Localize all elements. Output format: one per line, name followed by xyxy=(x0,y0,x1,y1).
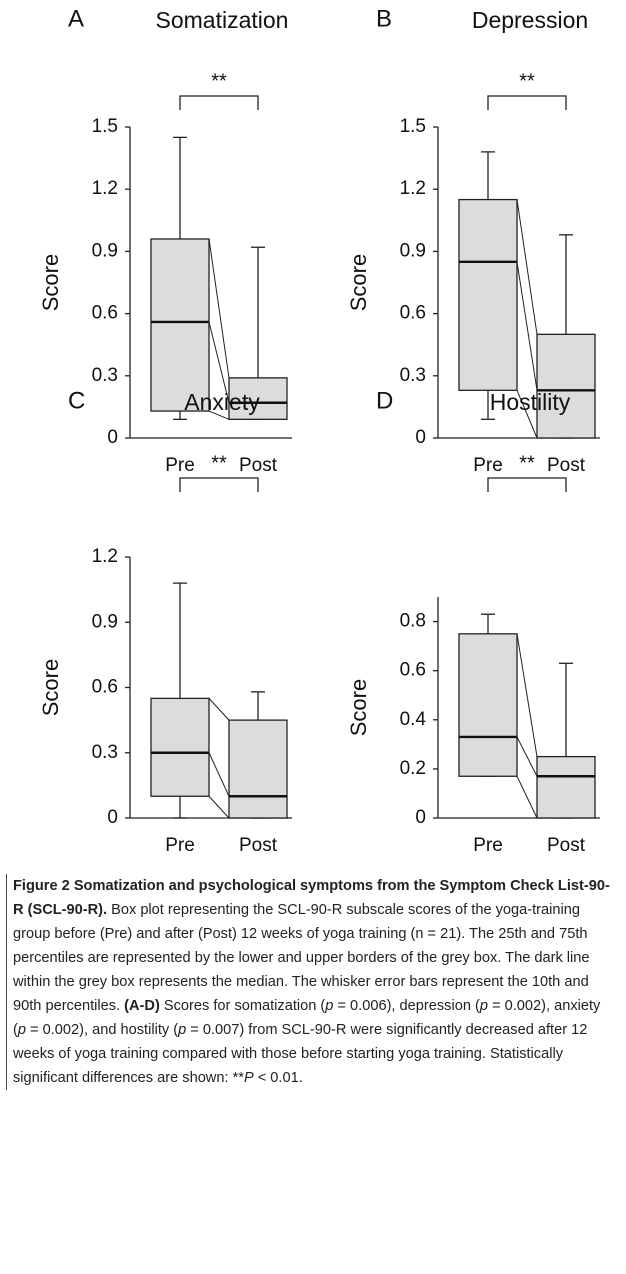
connector xyxy=(208,321,230,403)
x-tick-label: Post xyxy=(547,835,586,856)
connector xyxy=(208,410,230,420)
bracket xyxy=(487,477,567,492)
connector xyxy=(516,776,538,819)
caption-text: P xyxy=(243,1070,254,1086)
connector xyxy=(516,261,538,391)
caption-title: Figure 2 Somatization and psychological … xyxy=(13,878,610,918)
bracket xyxy=(179,95,259,110)
y-tick-label: 1.2 xyxy=(92,178,118,199)
y-tick-label: 0 xyxy=(415,427,426,448)
y-tick-label: 0.6 xyxy=(400,660,426,681)
bracket xyxy=(179,477,259,492)
significance: ** xyxy=(211,452,227,474)
caption-text: < 0.01. xyxy=(253,1070,303,1086)
y-tick-label: 0 xyxy=(415,807,426,828)
x-tick-label: Post xyxy=(239,455,278,476)
connector xyxy=(208,752,230,797)
chart-title: Anxiety xyxy=(184,389,260,415)
box xyxy=(458,633,518,777)
y-tick-label: 0.6 xyxy=(92,303,118,324)
caption-text: Box plot representing the SCL-90-R subsc… xyxy=(13,902,590,1014)
panel-label: A xyxy=(68,5,84,32)
y-tick-label: 0.8 xyxy=(400,611,426,632)
connector xyxy=(516,199,538,335)
box xyxy=(150,697,210,797)
x-tick-label: Post xyxy=(239,835,278,856)
significance: ** xyxy=(211,70,227,92)
caption-text: Scores for somatization ( xyxy=(159,998,326,1014)
y-axis-label: Score xyxy=(38,659,63,716)
box xyxy=(150,238,210,412)
box xyxy=(228,377,288,420)
y-tick-label: 1.5 xyxy=(92,116,118,137)
y-tick-label: 0.9 xyxy=(92,611,118,632)
connector xyxy=(516,736,538,777)
figure: A Somatization Score 0 0.3 0.6 0.9 1.2 1.5 Pre Pos… xyxy=(38,5,600,856)
y-axis-label: Score xyxy=(346,254,371,311)
x-tick-label: Pre xyxy=(473,835,503,856)
connector xyxy=(516,633,538,757)
chart-title: Depression xyxy=(472,7,588,33)
significance: ** xyxy=(519,452,535,474)
x-tick-label: Post xyxy=(547,455,586,476)
y-tick-label: 0.9 xyxy=(92,240,118,261)
x-tick-label: Pre xyxy=(165,455,195,476)
y-tick-label: 0.3 xyxy=(400,365,426,386)
y-tick-label: 0.6 xyxy=(400,303,426,324)
caption: Figure 2 Somatization and psychological … xyxy=(6,874,611,1090)
y-tick-label: 0 xyxy=(107,427,118,448)
x-tick-label: Pre xyxy=(473,455,503,476)
y-tick-label: 0.3 xyxy=(92,742,118,763)
caption-text: = 0.002), anxiety ( xyxy=(13,998,601,1038)
connector xyxy=(516,390,538,439)
caption-text: p xyxy=(325,998,334,1014)
y-tick-label: 0.6 xyxy=(92,677,118,698)
caption-text: p xyxy=(178,1022,187,1038)
caption-text: = 0.006), depression ( xyxy=(333,998,480,1014)
caption-text: p xyxy=(17,1022,26,1038)
y-tick-label: 0.9 xyxy=(400,240,426,261)
bracket xyxy=(487,95,567,110)
caption-text: = 0.007) from SCL-90-R were significantl… xyxy=(13,1022,588,1086)
box xyxy=(228,719,288,819)
significance: ** xyxy=(519,70,535,92)
box xyxy=(458,198,518,391)
y-tick-label: 1.5 xyxy=(400,116,426,137)
panel-label: C xyxy=(68,387,85,414)
panel-label: D xyxy=(376,387,393,414)
box xyxy=(536,755,596,819)
y-tick-label: 0 xyxy=(107,807,118,828)
y-tick-label: 1.2 xyxy=(400,178,426,199)
chart-title: Somatization xyxy=(156,7,289,33)
caption-text: = 0.002), and hostility ( xyxy=(26,1022,179,1038)
connector xyxy=(208,795,230,819)
caption-text: (A-D) xyxy=(124,998,160,1014)
y-tick-label: 0.2 xyxy=(400,758,426,779)
y-tick-label: 0.4 xyxy=(400,709,427,730)
panel-label: B xyxy=(376,5,392,32)
y-axis-label: Score xyxy=(346,679,371,736)
chart-title: Hostility xyxy=(490,389,571,415)
y-tick-label: 0.3 xyxy=(92,365,118,386)
caption-text: p xyxy=(479,998,488,1014)
connector xyxy=(208,698,230,721)
x-tick-label: Pre xyxy=(165,835,195,856)
connector xyxy=(208,238,230,378)
y-axis-label: Score xyxy=(38,254,63,311)
y-tick-label: 1.2 xyxy=(92,546,118,567)
box xyxy=(536,333,596,439)
